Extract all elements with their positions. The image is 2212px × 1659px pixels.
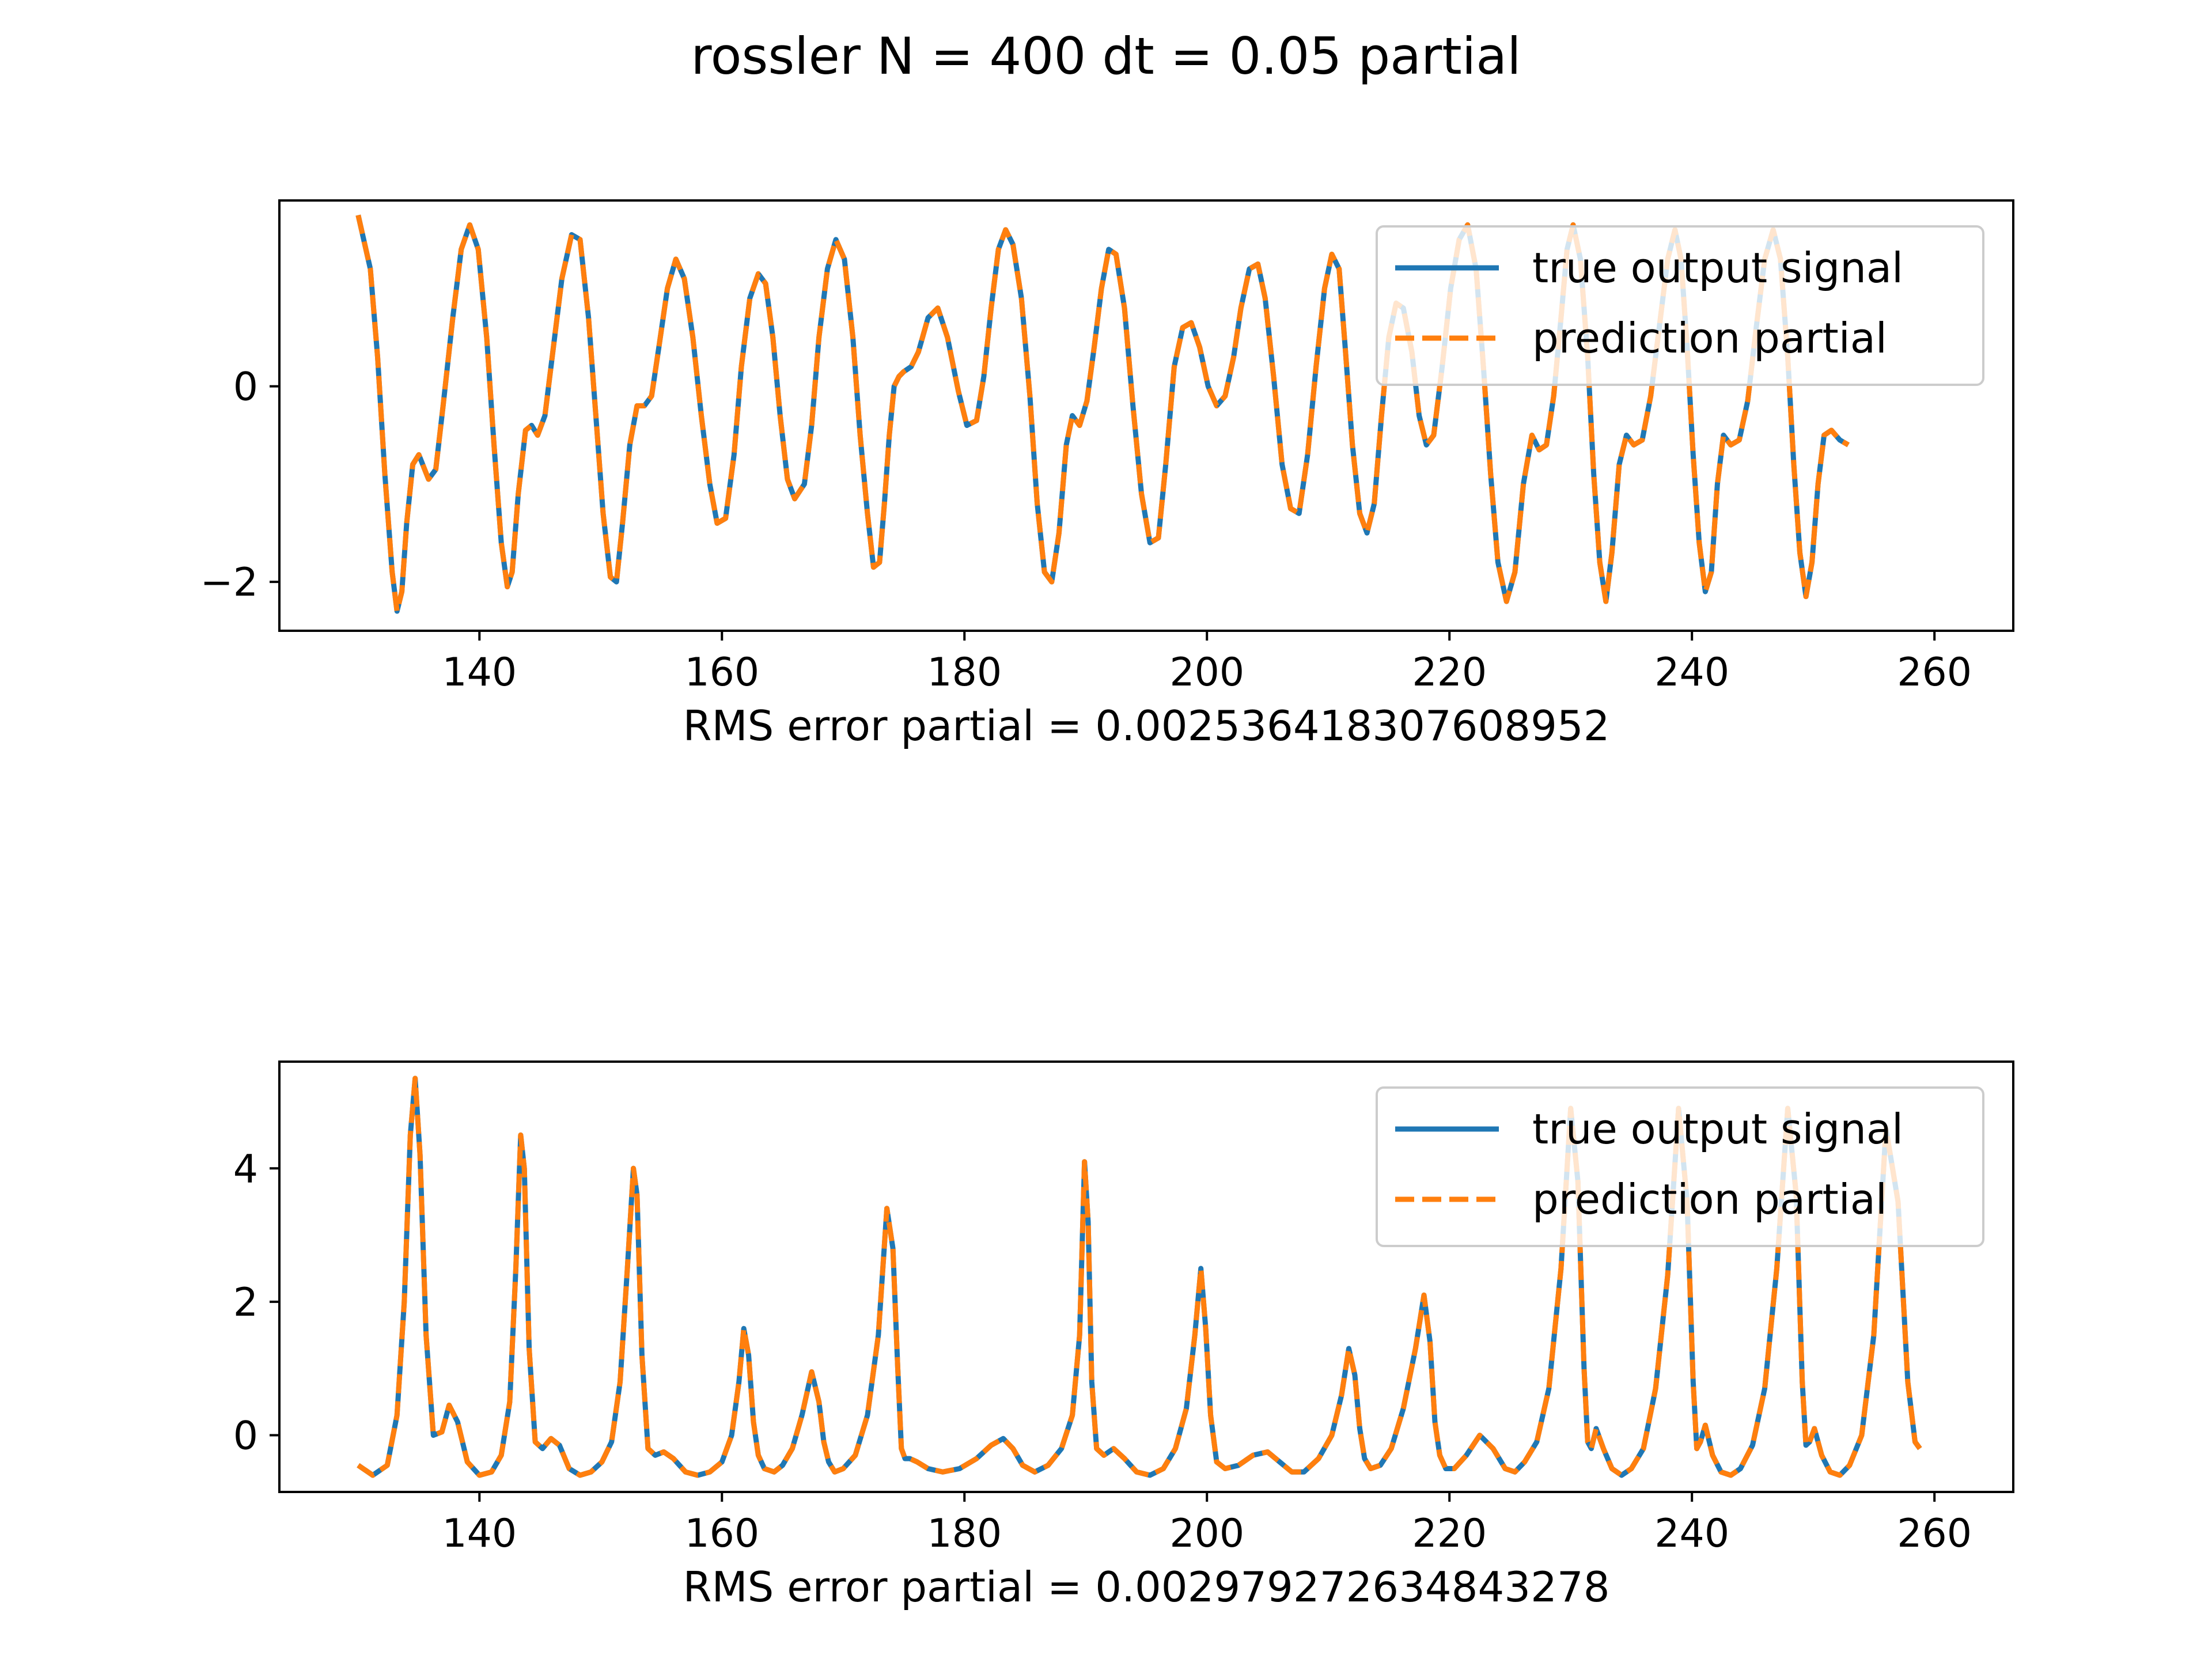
chart1-xtick-label-0: 140	[442, 1511, 517, 1556]
chart0-legend-frame	[1376, 225, 1984, 386]
chart0-xlabel: RMS error partial = 0.002536418307608952	[683, 702, 1609, 750]
chart0-legend-label-1: prediction partial	[1532, 314, 1887, 362]
chart1-axes-frame	[278, 1060, 2014, 1493]
chart0-legend: true output signal prediction partial	[1376, 225, 1984, 386]
chart0-xtick-label-1: 160	[684, 650, 759, 695]
bottom-subplot: 140 160 180 200 220 240 260 0 2 4 RMS error partia…	[233, 1060, 2014, 1611]
chart1-xtick-label-5: 240	[1654, 1511, 1729, 1556]
chart1-ytick-label-0: 0	[233, 1414, 258, 1459]
chart0-xtick-label-2: 180	[927, 650, 1002, 695]
chart0-xtick-label-5: 240	[1654, 650, 1729, 695]
chart0-xtick-label-4: 220	[1412, 650, 1487, 695]
chart1-legend: true output signal prediction partial	[1376, 1086, 1984, 1247]
chart1-xtick-label-6: 260	[1897, 1511, 1972, 1556]
chart1-legend-label-1: prediction partial	[1532, 1175, 1887, 1224]
top-subplot: 140 160 180 200 220 240 260 −2 0 RMS error partia…	[200, 199, 2014, 750]
chart0-ytick-label-1: 0	[233, 365, 258, 410]
chart0-axes-frame	[278, 199, 2014, 632]
chart1-xlabel: RMS error partial = 0.002979272634843278	[683, 1563, 1609, 1611]
chart0-series-prediction-partial	[355, 214, 1850, 614]
chart1-xtick-label-1: 160	[684, 1511, 759, 1556]
chart1-xtick-label-3: 200	[1169, 1511, 1244, 1556]
chart0-ytick-label-0: −2	[200, 560, 258, 605]
chart0-xtick-label-3: 200	[1169, 650, 1244, 695]
chart0-xtick-label-6: 260	[1897, 650, 1972, 695]
chart1-legend-frame	[1376, 1086, 1984, 1247]
chart0-legend-label-0: true output signal	[1532, 244, 1903, 292]
chart1-ytick-label-1: 2	[233, 1280, 258, 1325]
figure-suptitle: rossler N = 400 dt = 0.05 partial	[691, 26, 1521, 86]
chart0-xtick-label-0: 140	[442, 650, 517, 695]
chart1-ytick-label-2: 4	[233, 1146, 258, 1192]
chart1-xtick-label-2: 180	[927, 1511, 1002, 1556]
chart1-xtick-label-4: 220	[1412, 1511, 1487, 1556]
chart1-legend-label-0: true output signal	[1532, 1105, 1903, 1153]
